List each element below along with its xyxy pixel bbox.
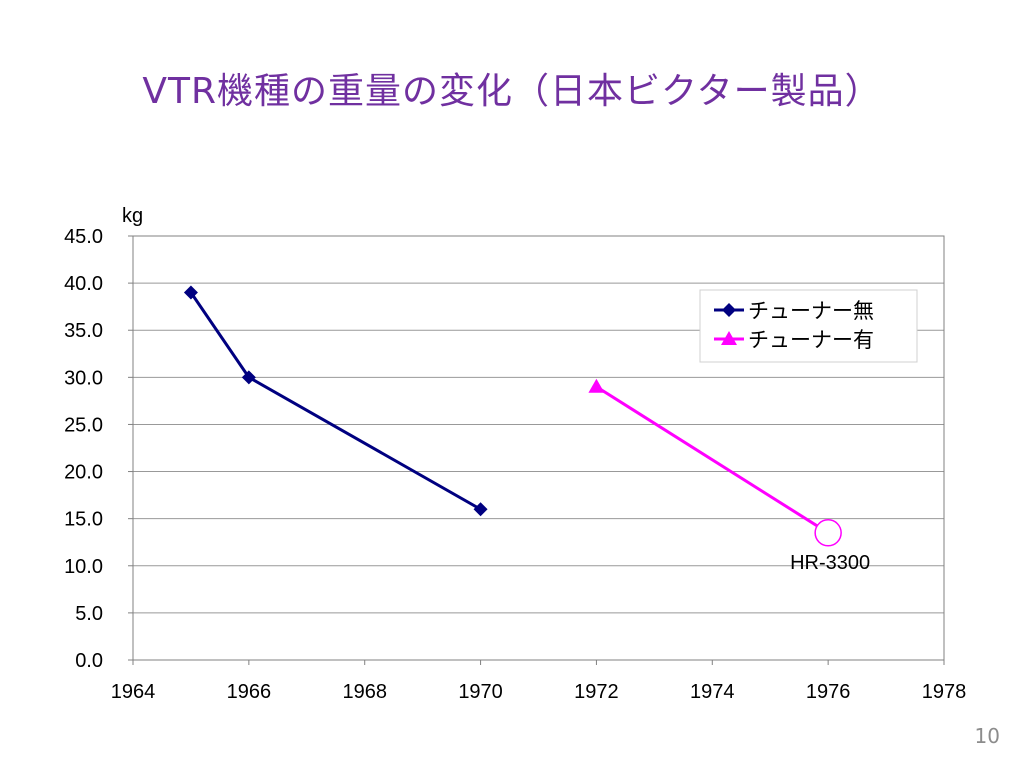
data-point — [183, 285, 198, 300]
y-tick-label: 45.0 — [64, 226, 103, 248]
series-layer — [183, 285, 837, 539]
data-point — [588, 378, 605, 393]
y-tick-label: 10.0 — [64, 556, 103, 578]
annotation-layer: HR-3300 — [790, 519, 870, 574]
series-triangle — [588, 378, 837, 539]
data-point — [241, 370, 256, 385]
x-tick-label: 1974 — [690, 681, 735, 703]
page-number: 10 — [974, 724, 1000, 748]
y-tick-label: 0.0 — [75, 650, 103, 672]
data-point — [473, 502, 488, 517]
y-tick-label: 15.0 — [64, 509, 103, 531]
legend-item: チューナー有 — [714, 329, 874, 352]
y-tick-label: 35.0 — [64, 320, 103, 342]
legend-marker — [721, 331, 737, 345]
y-tick-label: 30.0 — [64, 367, 103, 389]
axes: 0.0 5.0 10.0 15.0 20.0 25.0 30.0 35.0 40.0 45.0 19… — [64, 226, 966, 703]
x-tick-label: 1972 — [574, 681, 619, 703]
legend-label: チューナー有 — [748, 329, 874, 352]
series-diamond — [183, 285, 488, 517]
x-tick-label: 1964 — [111, 681, 156, 703]
legend-label: チューナー無 — [748, 300, 874, 323]
x-tick-label: 1976 — [806, 681, 851, 703]
x-tick-label: 1970 — [458, 681, 503, 703]
y-tick-label: 25.0 — [64, 414, 103, 436]
legend-box — [699, 289, 918, 363]
x-tick-label: 1968 — [342, 681, 387, 703]
y-tick-label: 20.0 — [64, 462, 103, 484]
x-tick-label: 1978 — [922, 681, 967, 703]
slide-title: VTR機種の重量の変化（日本ビクター製品） — [142, 71, 882, 112]
legend-marker — [722, 303, 736, 317]
y-tick-label: 5.0 — [75, 603, 103, 625]
series-line — [189, 291, 482, 511]
annotation-label: HR-3300 — [790, 552, 870, 574]
y-tick-label: 40.0 — [64, 273, 103, 295]
legend-item: チューナー無 — [714, 300, 874, 323]
y-axis-unit-label: kg — [122, 205, 143, 227]
x-tick-label: 1966 — [227, 681, 272, 703]
plot-area — [132, 235, 945, 661]
series-line — [595, 385, 829, 535]
annotation-circle-marker — [814, 519, 842, 547]
